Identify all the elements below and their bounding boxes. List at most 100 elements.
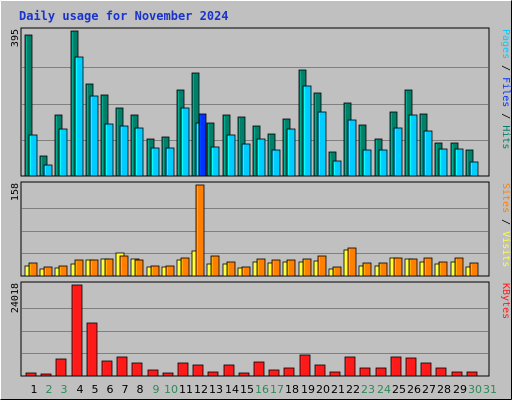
bar-sites-day-4 [74,259,84,277]
bar-files-day-10 [165,147,175,177]
plot-area [20,181,490,277]
bar-files-day-9 [150,147,160,177]
bar-files-day-30 [469,161,479,177]
bar-files-day-14 [226,134,236,177]
day-label: 17 [270,383,284,396]
panel-2: 158 Sites / Visits [10,181,511,277]
bar-files-day-26 [408,114,418,177]
bar-sites-day-8 [134,259,144,277]
bar-kbytes-day-3 [55,358,67,377]
day-label: 27 [422,383,436,396]
day-label: 31 [483,383,497,396]
bar-kbytes-day-22 [344,356,356,377]
bar-kbytes-day-30 [466,371,478,377]
bar-files-day-17 [271,149,281,177]
bar-kbytes-day-12 [192,364,204,377]
bar-files-day-25 [393,127,403,177]
day-label: 5 [92,383,99,396]
bar-files-day-27 [423,130,433,177]
legend-entry: / [500,59,511,77]
bar-files-day-18 [286,128,296,177]
bar-files-day-15 [241,143,251,177]
bar-sites-day-10 [165,265,175,277]
legend-entry: / [500,107,511,125]
bar-kbytes-day-18 [283,367,295,377]
day-label: 2 [46,383,53,396]
legend-entry: Hits [500,125,511,149]
bar-files-day-21 [332,160,342,177]
bar-files-day-3 [58,128,68,177]
bar-files-day-13 [210,146,220,177]
chart-title: Daily usage for November 2024 [19,9,229,23]
bar-sites-day-22 [347,247,357,277]
bar-kbytes-day-29 [451,371,463,377]
x-axis-day-labels: 1 2 3 4 5 6 7 8 9 10 11 12 13 14 15 16 17 18 19 20 21 22 23 24 2… [31,383,498,396]
bar-sites-day-15 [241,266,251,277]
bar-kbytes-day-27 [420,362,432,377]
legend-entry: Pages [500,29,511,59]
day-label: 4 [77,383,84,396]
bar-files-day-1 [28,134,38,177]
bar-sites-day-5 [89,259,99,277]
bar-sites-day-11 [180,257,190,277]
bar-sites-day-20 [317,255,327,277]
bar-hits-day-1 [24,34,33,177]
bar-files-day-28 [438,148,448,177]
day-label: 19 [301,383,315,396]
day-label: 24 [377,383,391,396]
bar-files-day-19 [302,85,312,177]
bar-pages-day-12 [198,113,207,177]
bar-kbytes-day-10 [162,372,174,377]
bar-kbytes-day-24 [375,367,387,377]
day-label: 23 [361,383,375,396]
bar-kbytes-day-14 [223,364,235,377]
legend-entry: Sites [500,183,511,213]
bar-files-day-4 [74,56,84,177]
bar-files-day-16 [256,138,266,177]
bar-files-day-29 [454,148,464,177]
day-label: 22 [346,383,360,396]
y-max-label: 395 [10,29,21,47]
day-label: 1 [31,383,38,396]
bar-sites-day-13 [210,255,220,277]
bar-sites-day-3 [58,265,68,277]
legend-side-label: Sites / Visits [500,183,511,267]
bar-files-day-24 [378,149,388,177]
bar-files-day-7 [119,125,129,177]
day-label: 16 [255,383,269,396]
bar-kbytes-day-20 [314,364,326,377]
bar-files-day-8 [134,127,144,177]
bar-kbytes-day-9 [147,369,159,377]
bar-kbytes-day-25 [390,356,402,377]
legend-entry: / [500,213,511,231]
day-label: 18 [285,383,299,396]
bar-sites-day-18 [286,259,296,277]
day-label: 21 [331,383,345,396]
bar-sites-day-9 [150,265,160,277]
bar-kbytes-day-28 [435,367,447,377]
bar-files-day-11 [180,107,190,177]
day-label: 20 [316,383,330,396]
day-label: 7 [122,383,129,396]
legend-side-label: KBytes [500,283,511,319]
day-label: 14 [225,383,239,396]
bar-sites-day-17 [271,259,281,277]
day-label: 25 [392,383,406,396]
bar-files-day-2 [43,164,53,177]
bar-kbytes-day-13 [207,371,219,377]
bar-kbytes-day-19 [299,354,311,377]
bar-kbytes-day-15 [238,372,250,377]
bar-kbytes-day-21 [329,371,341,377]
bar-kbytes-day-2 [40,373,52,377]
legend-side-label: Pages / Files / Hits [500,29,511,149]
day-label: 29 [453,383,467,396]
bar-kbytes-day-26 [405,357,417,377]
bar-sites-day-19 [302,258,312,277]
bar-sites-day-25 [393,257,403,277]
y-max-label: 24018 [10,283,21,313]
bar-sites-day-29 [454,257,464,277]
bar-sites-day-23 [362,262,372,277]
bar-sites-day-12 [195,184,205,277]
bar-sites-day-24 [378,262,388,277]
